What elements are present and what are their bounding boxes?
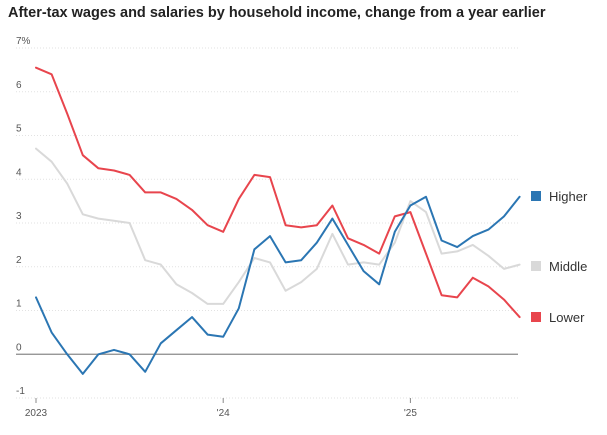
y-tick-label: 2 [16, 255, 22, 266]
y-tick-label: 5 [16, 124, 22, 135]
y-tick-label: 0 [16, 342, 22, 353]
legend-label-higher: Higher [549, 189, 588, 204]
x-tick-label: '25 [404, 408, 417, 419]
legend-label-middle: Middle [549, 259, 587, 274]
legend-swatch-middle [531, 261, 541, 271]
y-tick-label: -1 [16, 386, 25, 397]
y-tick-label: 3 [16, 211, 22, 222]
y-tick-label: 7% [16, 36, 31, 47]
y-tick-label: 6 [16, 80, 22, 91]
chart-title: After-tax wages and salaries by househol… [8, 5, 546, 21]
x-tick-label: '24 [217, 408, 230, 419]
series-line-higher [35, 195, 521, 375]
series-line-lower [35, 66, 521, 319]
legend-swatch-lower [531, 312, 541, 322]
y-tick-label: 1 [16, 299, 22, 310]
legend-swatch-higher [531, 191, 541, 201]
series-line-middle [35, 147, 521, 305]
x-tick-label: 2023 [25, 408, 48, 419]
legend-label-lower: Lower [549, 310, 585, 325]
y-tick-label: 4 [16, 167, 22, 178]
